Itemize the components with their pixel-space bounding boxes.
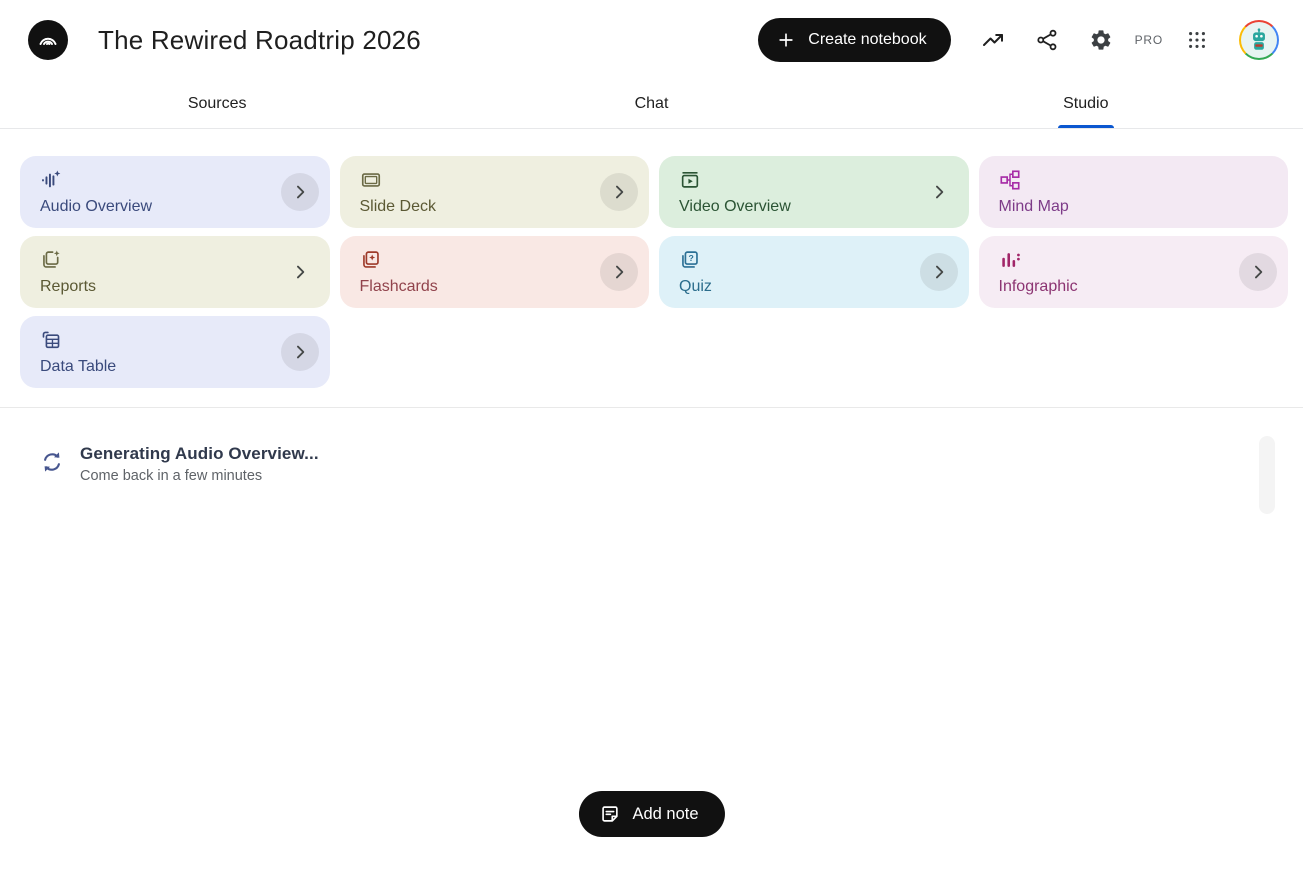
svg-text:?: ? <box>689 253 694 263</box>
video-overview-icon <box>681 172 699 188</box>
chevron-right-icon <box>935 185 943 199</box>
studio-card-data-table[interactable]: Data Table <box>20 316 330 388</box>
note-icon <box>601 806 618 822</box>
app-header: The Rewired Roadtrip 2026 Create noteboo… <box>0 0 1303 80</box>
chevron-right-icon <box>616 185 624 199</box>
plus-icon <box>779 33 793 47</box>
studio-card-audio-overview[interactable]: Audio Overview <box>20 156 330 228</box>
studio-section-divider <box>0 407 1303 408</box>
studio-card-infographic[interactable]: Infographic <box>978 236 1288 308</box>
audio-waveform-sparkle-icon <box>42 170 61 188</box>
infographic-bars-icon <box>1001 253 1020 267</box>
audio-arcs-icon <box>39 37 57 45</box>
mind-map-icon <box>999 170 1020 190</box>
create-notebook-label: Create notebook <box>808 31 927 48</box>
account-avatar[interactable] <box>1239 20 1279 60</box>
share-icon[interactable] <box>1035 28 1059 52</box>
scrollbar-thumb[interactable] <box>1259 436 1275 514</box>
tab-studio[interactable]: Studio <box>869 80 1303 128</box>
studio-card-video-overview[interactable]: Video Overview <box>659 156 969 228</box>
reports-sparkle-icon <box>43 250 60 268</box>
studio-card-quiz[interactable]: ? Quiz <box>659 236 969 308</box>
quiz-cards-icon: ? <box>682 251 698 268</box>
open-video-overview-chevron-button[interactable] <box>920 173 958 211</box>
flashcards-star-icon <box>362 251 379 268</box>
chevron-right-icon <box>1255 265 1263 279</box>
open-audio-overview-chevron-button[interactable] <box>280 173 319 211</box>
generating-title: Generating Audio Overview... <box>80 444 319 463</box>
studio-card-label: Quiz <box>679 278 712 295</box>
apps-grid-icon[interactable] <box>1185 28 1209 52</box>
studio-card-slide-deck[interactable]: Slide Deck <box>339 156 649 228</box>
chevron-right-icon <box>935 265 943 279</box>
open-quiz-chevron-button[interactable] <box>919 253 958 291</box>
create-notebook-button[interactable]: Create notebook <box>758 18 951 62</box>
studio-card-label: Data Table <box>40 358 117 375</box>
settings-gear-icon[interactable] <box>1089 28 1113 52</box>
studio-card-label: Mind Map <box>998 198 1069 215</box>
studio-card-reports[interactable]: Reports <box>20 236 330 308</box>
studio-card-label: Slide Deck <box>359 198 436 215</box>
chevron-right-icon <box>296 345 304 359</box>
generating-status-row[interactable]: Generating Audio Overview... Come back i… <box>0 408 1303 484</box>
studio-card-label: Video Overview <box>679 198 791 215</box>
tab-sources[interactable]: Sources <box>0 80 434 128</box>
studio-card-label: Infographic <box>998 278 1078 295</box>
chevron-right-icon <box>296 265 304 279</box>
open-reports-chevron-button[interactable] <box>281 253 319 291</box>
add-note-button[interactable]: Add note <box>578 791 725 837</box>
open-slide-deck-chevron-button[interactable] <box>600 173 638 211</box>
pro-badge: PRO <box>1134 33 1163 47</box>
open-flashcards-chevron-button[interactable] <box>600 253 638 291</box>
open-data-table-chevron-button[interactable] <box>280 333 319 371</box>
notebooklm-logo[interactable] <box>28 20 68 60</box>
data-table-icon <box>42 331 60 349</box>
studio-card-label: Reports <box>40 278 97 295</box>
studio-card-mind-map[interactable]: Mind Map <box>978 156 1288 228</box>
panel-tabs: Sources Chat Studio <box>0 80 1303 129</box>
chevron-right-icon <box>296 185 304 199</box>
sync-refresh-icon <box>44 452 60 472</box>
studio-cards-grid: Audio Overview Slide Deck Video Overv <box>0 129 1303 388</box>
tab-active-underline <box>1057 125 1114 128</box>
avatar-robot-image <box>1241 22 1277 58</box>
slide-deck-icon <box>361 173 380 187</box>
add-note-label: Add note <box>632 804 699 823</box>
open-infographic-chevron-button[interactable] <box>1239 253 1277 291</box>
tab-studio-label: Studio <box>1063 95 1109 112</box>
chevron-right-icon <box>616 265 624 279</box>
studio-card-label: Audio Overview <box>40 198 153 215</box>
studio-card-flashcards[interactable]: Flashcards <box>339 236 649 308</box>
tab-chat[interactable]: Chat <box>434 80 868 128</box>
tab-chat-label: Chat <box>634 95 669 112</box>
tab-sources-label: Sources <box>187 95 247 112</box>
notebook-title: The Rewired Roadtrip 2026 <box>98 24 421 55</box>
studio-card-label: Flashcards <box>359 278 438 295</box>
analytics-trending-icon[interactable] <box>981 28 1005 52</box>
generating-subtitle: Come back in a few minutes <box>80 468 263 484</box>
generating-text-block: Generating Audio Overview... Come back i… <box>80 444 319 484</box>
header-actions: Create notebook <box>758 18 1279 62</box>
